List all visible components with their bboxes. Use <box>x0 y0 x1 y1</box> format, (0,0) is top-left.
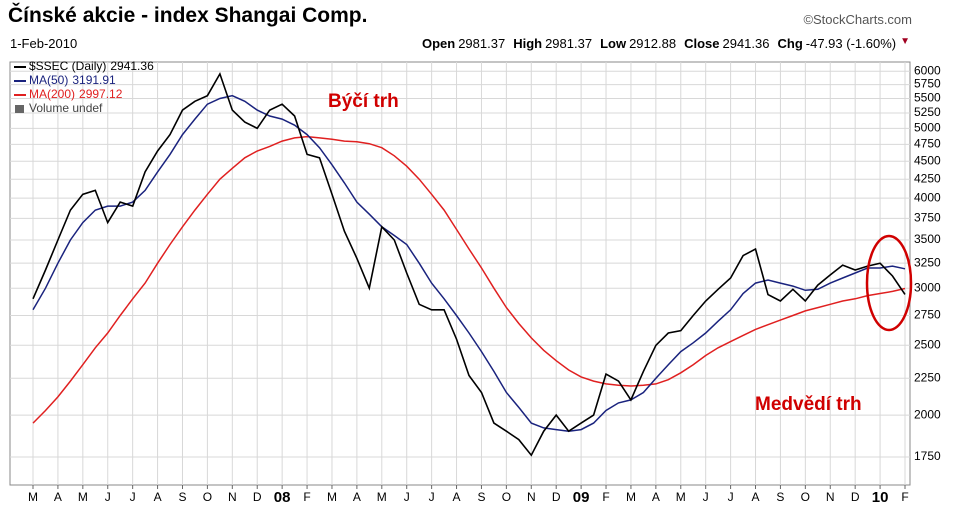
x-tick-label: S <box>776 490 784 504</box>
x-tick-label: M <box>327 490 337 504</box>
x-tick-label: J <box>728 490 734 504</box>
annotation: Býčí trh <box>328 91 399 112</box>
x-tick-label: J <box>105 490 111 504</box>
y-tick-label: 1750 <box>914 449 941 463</box>
series-line <box>32 135 906 424</box>
x-tick-label: D <box>552 490 561 504</box>
legend-value: 3191.91 <box>72 73 116 87</box>
legend-label: MA(200) <box>29 87 75 101</box>
x-tick-label: N <box>228 490 237 504</box>
y-tick-label: 5250 <box>914 105 941 119</box>
x-tick-label: M <box>676 490 686 504</box>
stat-label: Chg <box>777 36 803 51</box>
x-tick-label: 09 <box>573 489 590 506</box>
series-line <box>32 94 906 432</box>
stat-label: Low <box>600 36 627 51</box>
legend-label: Volume undef <box>29 101 103 115</box>
stat-label: Open <box>421 36 456 51</box>
x-tick-label: A <box>54 490 62 504</box>
stat-label: High <box>513 36 543 51</box>
legend-label: MA(50) <box>29 73 68 87</box>
x-tick-label: J <box>429 490 435 504</box>
chart-title: Čínské akcie - index Shangai Comp. <box>8 4 368 27</box>
x-tick-label: S <box>178 490 186 504</box>
x-tick-label: O <box>502 490 511 504</box>
x-tick-label: S <box>477 490 485 504</box>
x-tick-label: J <box>130 490 136 504</box>
x-tick-label: M <box>626 490 636 504</box>
x-tick-label: A <box>652 490 660 504</box>
stat-value: 2981.37 <box>458 36 506 51</box>
legend-label: $SSEC (Daily) <box>29 59 106 73</box>
y-tick-label: 5000 <box>914 120 941 134</box>
x-tick-label: A <box>752 490 760 504</box>
stat-value: 2981.37 <box>545 36 593 51</box>
x-tick-label: 08 <box>274 489 291 506</box>
y-tick-label: 3750 <box>914 211 941 225</box>
date: 1-Feb-2010 <box>10 36 78 51</box>
y-tick-label: 2250 <box>914 370 941 384</box>
x-tick-label: A <box>453 490 461 504</box>
series-line <box>32 71 906 457</box>
x-tick-label: J <box>703 490 709 504</box>
y-tick-label: 3500 <box>914 232 941 246</box>
x-tick-label: A <box>353 490 361 504</box>
x-tick-label: 10 <box>872 489 889 506</box>
x-tick-label: M <box>377 490 387 504</box>
x-tick-label: N <box>826 490 835 504</box>
x-tick-label: M <box>28 490 38 504</box>
x-tick-label: F <box>602 490 609 504</box>
x-tick-label: F <box>303 490 310 504</box>
source: ©StockCharts.com <box>803 12 912 27</box>
y-tick-label: 3250 <box>914 255 941 269</box>
y-tick-label: 4000 <box>914 190 941 204</box>
x-tick-label: J <box>404 490 410 504</box>
legend-value: 2941.36 <box>110 59 154 73</box>
x-tick-label: M <box>78 490 88 504</box>
plot-area <box>9 61 911 486</box>
x-tick-label: O <box>801 490 810 504</box>
y-tick-label: 3000 <box>914 280 941 294</box>
change-arrow: ▼ <box>900 36 910 47</box>
x-tick-label: D <box>253 490 262 504</box>
annotation: Medvědí trh <box>755 394 862 415</box>
x-tick-label: F <box>901 490 908 504</box>
header: 1-Feb-2010 Open 2981.37 High 2981.37 Low 2912… <box>10 36 910 51</box>
y-tick-label: 4250 <box>914 171 941 185</box>
x-tick-label: D <box>851 490 860 504</box>
y-tick-label: 2000 <box>914 407 941 421</box>
stat-label: Close <box>684 36 720 51</box>
x-tick-label: O <box>203 490 212 504</box>
stat-value: 2941.36 <box>722 36 770 51</box>
legend-value: 2997.12 <box>79 87 123 101</box>
stat-value: 2912.88 <box>629 36 677 51</box>
x-tick-label: A <box>154 490 162 504</box>
y-tick-label: 2500 <box>914 337 941 351</box>
stat-value: -47.93 (-1.60%) <box>805 36 897 51</box>
y-tick-label: 6000 <box>914 63 941 77</box>
legend-swatch <box>15 105 24 113</box>
highlight-ellipse <box>865 234 913 332</box>
y-tick-label: 4500 <box>914 153 941 167</box>
x-tick-label: N <box>527 490 536 504</box>
y-tick-label: 5500 <box>914 91 941 105</box>
y-tick-label: 2750 <box>914 308 941 322</box>
y-tick-label: 5750 <box>914 77 941 91</box>
y-tick-label: 4750 <box>914 137 941 151</box>
